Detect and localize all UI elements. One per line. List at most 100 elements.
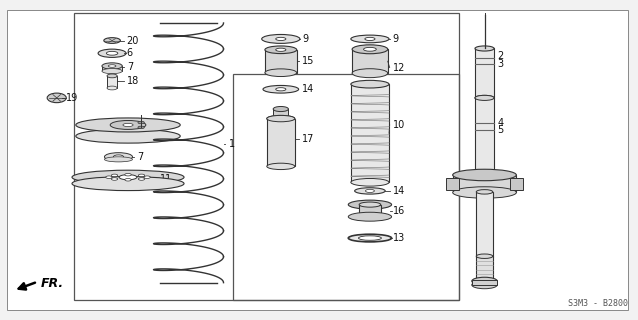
- Ellipse shape: [267, 116, 295, 122]
- Text: 9: 9: [393, 34, 399, 44]
- Text: 10: 10: [393, 120, 405, 130]
- Bar: [102, 66, 122, 71]
- Bar: [267, 119, 295, 166]
- Ellipse shape: [111, 178, 117, 180]
- Ellipse shape: [351, 179, 389, 186]
- Bar: [476, 192, 493, 257]
- Ellipse shape: [106, 176, 112, 179]
- Bar: [352, 49, 388, 73]
- Ellipse shape: [107, 86, 117, 90]
- Ellipse shape: [475, 46, 494, 51]
- Bar: [476, 256, 493, 281]
- Bar: [475, 98, 494, 176]
- Text: 2: 2: [497, 52, 503, 61]
- Ellipse shape: [476, 254, 493, 259]
- Ellipse shape: [348, 212, 392, 221]
- Ellipse shape: [138, 174, 145, 177]
- Bar: [107, 76, 117, 88]
- Ellipse shape: [107, 51, 118, 55]
- Ellipse shape: [76, 118, 180, 132]
- Ellipse shape: [119, 175, 137, 180]
- Text: 9: 9: [302, 34, 309, 44]
- Ellipse shape: [267, 163, 295, 170]
- Text: 1: 1: [228, 139, 235, 149]
- Text: 13: 13: [393, 233, 405, 243]
- Text: 7: 7: [127, 62, 133, 72]
- Bar: [471, 280, 497, 285]
- Text: S3M3 - B2800: S3M3 - B2800: [568, 299, 628, 308]
- Ellipse shape: [352, 69, 388, 78]
- Ellipse shape: [471, 277, 497, 285]
- Bar: [74, 13, 459, 300]
- Ellipse shape: [359, 236, 382, 240]
- Ellipse shape: [125, 179, 131, 181]
- Ellipse shape: [352, 45, 388, 54]
- Bar: [453, 175, 516, 193]
- Ellipse shape: [144, 176, 151, 179]
- Ellipse shape: [108, 65, 116, 67]
- Ellipse shape: [273, 116, 288, 121]
- Ellipse shape: [348, 200, 392, 209]
- Ellipse shape: [359, 214, 381, 219]
- Ellipse shape: [110, 121, 146, 129]
- Ellipse shape: [351, 35, 389, 43]
- Ellipse shape: [475, 95, 494, 100]
- Text: 11: 11: [160, 174, 172, 184]
- Text: 12: 12: [393, 63, 405, 73]
- Ellipse shape: [276, 88, 286, 91]
- Ellipse shape: [102, 68, 122, 74]
- Bar: [351, 84, 389, 182]
- Text: 8: 8: [159, 122, 165, 132]
- Ellipse shape: [453, 187, 516, 198]
- Text: FR.: FR.: [41, 277, 64, 290]
- Bar: [447, 178, 459, 190]
- Ellipse shape: [138, 178, 145, 180]
- Ellipse shape: [76, 129, 180, 143]
- Ellipse shape: [364, 47, 376, 51]
- Ellipse shape: [355, 188, 385, 194]
- Ellipse shape: [114, 155, 124, 159]
- Ellipse shape: [72, 177, 184, 191]
- Ellipse shape: [47, 93, 66, 103]
- Ellipse shape: [138, 121, 144, 124]
- Ellipse shape: [138, 126, 144, 129]
- Ellipse shape: [471, 281, 497, 289]
- Bar: [273, 109, 288, 119]
- Text: 6: 6: [127, 48, 133, 58]
- Text: 7: 7: [138, 152, 144, 162]
- Text: 20: 20: [127, 36, 139, 45]
- Text: 17: 17: [302, 134, 315, 144]
- Ellipse shape: [105, 153, 133, 161]
- Ellipse shape: [276, 37, 286, 41]
- Bar: [475, 49, 494, 98]
- Ellipse shape: [351, 80, 389, 88]
- Ellipse shape: [276, 48, 286, 51]
- Text: 5: 5: [497, 125, 503, 135]
- Bar: [233, 74, 459, 300]
- Ellipse shape: [262, 35, 300, 44]
- Ellipse shape: [365, 37, 375, 41]
- Text: 14: 14: [302, 84, 315, 94]
- Ellipse shape: [111, 174, 117, 177]
- Ellipse shape: [359, 202, 381, 207]
- Ellipse shape: [453, 169, 516, 181]
- Ellipse shape: [104, 38, 121, 44]
- Ellipse shape: [476, 190, 493, 194]
- Ellipse shape: [267, 116, 295, 122]
- Ellipse shape: [102, 63, 122, 69]
- Ellipse shape: [265, 69, 297, 76]
- Bar: [265, 50, 297, 73]
- Text: 4: 4: [497, 118, 503, 128]
- Bar: [359, 204, 381, 217]
- Ellipse shape: [263, 85, 299, 93]
- Ellipse shape: [265, 46, 297, 53]
- Ellipse shape: [123, 123, 133, 126]
- Bar: [510, 178, 523, 190]
- Text: 18: 18: [127, 76, 139, 86]
- Text: 16: 16: [393, 206, 405, 216]
- Ellipse shape: [72, 170, 184, 184]
- Ellipse shape: [273, 107, 288, 112]
- Ellipse shape: [366, 189, 375, 193]
- Ellipse shape: [107, 74, 117, 78]
- Text: 14: 14: [393, 186, 405, 196]
